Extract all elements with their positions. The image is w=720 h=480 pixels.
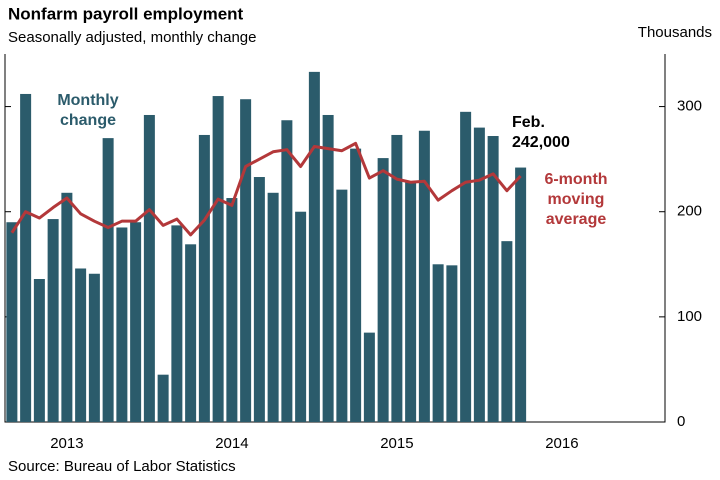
bar — [253, 177, 265, 422]
bar — [116, 227, 128, 422]
bar — [20, 93, 32, 422]
bar — [6, 222, 18, 422]
bar — [405, 182, 417, 422]
bar — [61, 192, 73, 422]
bar — [391, 134, 403, 422]
bar — [446, 265, 458, 422]
bar — [473, 127, 485, 422]
bar — [75, 268, 87, 422]
bar — [157, 374, 169, 422]
bar — [226, 198, 238, 422]
bar — [198, 134, 210, 422]
annotation: 6-month — [544, 171, 607, 188]
bar — [487, 136, 499, 423]
x-tick-label: 2014 — [215, 435, 248, 452]
bar — [460, 111, 472, 422]
bar — [88, 273, 100, 422]
x-tick-label: 2013 — [50, 435, 83, 452]
bar — [336, 189, 348, 422]
bar — [47, 219, 59, 422]
y-tick-label: 300 — [677, 98, 702, 115]
bar — [363, 332, 375, 422]
bar — [102, 138, 114, 422]
moving-average-line — [10, 141, 522, 237]
bar — [432, 264, 444, 422]
annotation: change — [60, 112, 116, 129]
chart-title: Nonfarm payroll employment — [8, 4, 244, 23]
bar — [281, 120, 293, 423]
annotation: Feb. — [512, 114, 545, 131]
y-axis-label: Thousands — [638, 24, 712, 41]
chart-subtitle: Seasonally adjusted, monthly change — [8, 29, 257, 46]
bar — [33, 279, 45, 422]
bar — [267, 192, 279, 422]
y-tick-label: 200 — [677, 203, 702, 220]
y-tick-label: 100 — [677, 308, 702, 325]
bar — [377, 158, 389, 422]
bar — [240, 99, 252, 422]
bar — [185, 244, 197, 422]
bar — [130, 222, 142, 422]
source: Source: Bureau of Labor Statistics — [8, 458, 236, 475]
bar — [350, 148, 362, 422]
bar — [322, 114, 334, 423]
x-tick-label: 2015 — [380, 435, 413, 452]
x-tick-label: 2016 — [545, 435, 578, 452]
annotation: Monthly — [57, 92, 118, 109]
y-tick-label: 0 — [677, 413, 685, 430]
bar — [143, 114, 155, 423]
bar — [295, 211, 307, 422]
annotation: average — [546, 211, 607, 228]
bar — [212, 96, 224, 423]
bar — [418, 130, 430, 423]
annotation: moving — [548, 191, 605, 208]
annotation: 242,000 — [512, 134, 570, 151]
bar — [501, 241, 513, 422]
bar — [308, 71, 320, 423]
bar — [515, 167, 527, 422]
bar — [171, 225, 183, 422]
plot-frame — [4, 54, 666, 423]
